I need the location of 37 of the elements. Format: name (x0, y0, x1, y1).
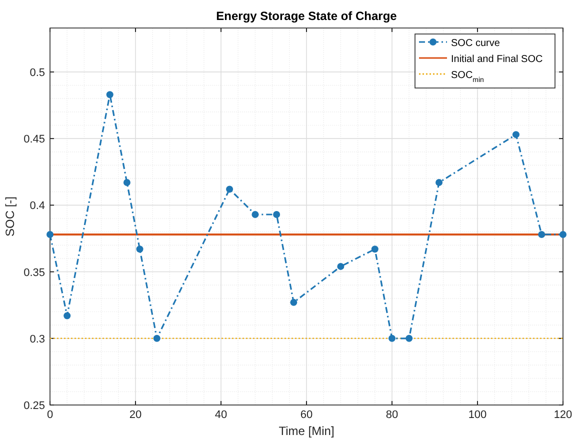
legend-label: Initial and Final SOC (451, 54, 543, 65)
y-tick-label: 0.3 (30, 333, 45, 346)
y-tick-label: 0.5 (30, 66, 45, 79)
y-axis-title: SOC [-] (3, 196, 17, 237)
point (46, 230, 54, 238)
point (388, 334, 396, 342)
x-tick-label: 60 (300, 409, 313, 421)
legend-label: SOC$_{min}$ (451, 70, 484, 84)
point (560, 230, 566, 238)
x-tick-label: 40 (214, 409, 228, 421)
legend-label: SOC curve (451, 38, 500, 49)
x-tick-label: 0 (46, 409, 54, 421)
y-tick-label: 0.35 (24, 266, 45, 279)
point (290, 298, 298, 306)
x-tick-label: 20 (129, 409, 142, 421)
x-axis-title: Time [Min] (278, 424, 334, 438)
point (64, 312, 71, 320)
x-tick-label: 120 (554, 409, 572, 421)
point (371, 246, 378, 253)
y-tick-label: 0.25 (24, 400, 45, 412)
point (153, 334, 160, 342)
point (273, 211, 280, 218)
point (106, 91, 114, 98)
x-tick-label: 80 (386, 409, 398, 421)
y-tick-label: 0.45 (24, 134, 45, 146)
point (406, 334, 413, 342)
point (123, 179, 130, 186)
point (252, 211, 259, 218)
chart-title: Energy Storage State of Charge (216, 9, 398, 23)
point (226, 186, 234, 193)
point (538, 230, 546, 238)
point (436, 179, 443, 186)
x-tick-label: 100 (468, 409, 487, 421)
point (136, 246, 144, 253)
point (337, 262, 344, 270)
y-tick-label: 0.4 (30, 200, 45, 212)
point (512, 131, 520, 138)
